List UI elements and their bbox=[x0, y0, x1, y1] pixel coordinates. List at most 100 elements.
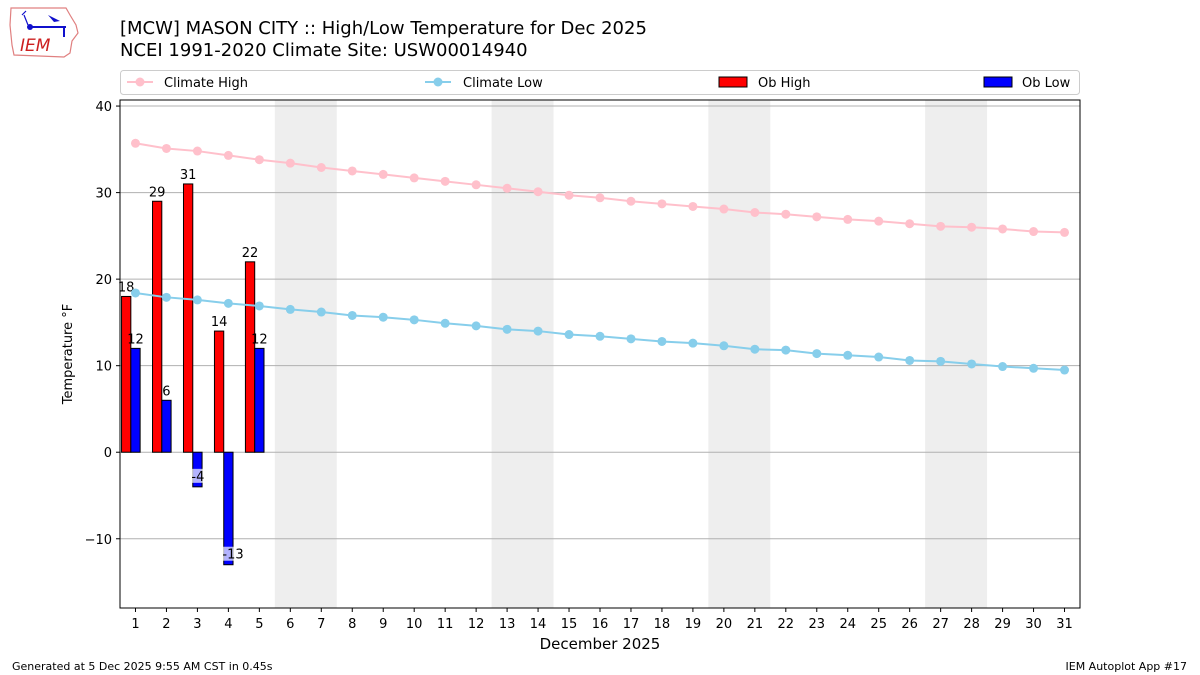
y-axis-label: Temperature °F bbox=[61, 304, 76, 405]
climate-high-point bbox=[719, 204, 729, 214]
climate-low-point bbox=[998, 362, 1008, 372]
x-tick-label: 25 bbox=[870, 617, 887, 632]
x-axis-label: December 2025 bbox=[540, 635, 661, 653]
climate-high-point bbox=[192, 146, 202, 156]
x-tick-label: 7 bbox=[317, 617, 325, 632]
climate-low-point bbox=[254, 301, 264, 311]
climate-high-point bbox=[936, 221, 946, 231]
climate-low-line bbox=[135, 291, 1065, 372]
climate-low-point bbox=[781, 345, 791, 355]
climate-high-point bbox=[657, 199, 667, 209]
climate-low-point bbox=[1029, 363, 1039, 373]
x-tick-label: 10 bbox=[406, 617, 423, 632]
climate-high-point bbox=[1060, 227, 1070, 237]
x-tick-label: 9 bbox=[379, 617, 387, 632]
iem-logo: IEM bbox=[9, 7, 79, 58]
climate-high-point bbox=[564, 190, 574, 200]
climate-low-point bbox=[440, 318, 450, 328]
ob-high-bar-label: 22 bbox=[242, 246, 259, 261]
ob-low-bar-label: -13 bbox=[222, 548, 243, 563]
x-tick-label: 14 bbox=[530, 617, 547, 632]
climate-high-point bbox=[440, 176, 450, 186]
climate-high-point bbox=[750, 208, 760, 218]
climate-high-point bbox=[626, 196, 636, 206]
climate-low-point bbox=[657, 336, 667, 346]
x-tick-label: 19 bbox=[685, 617, 702, 632]
climate-low-point bbox=[533, 326, 543, 336]
climate-low-point bbox=[223, 298, 233, 308]
climate-high-point bbox=[409, 173, 419, 183]
x-tick-label: 26 bbox=[901, 617, 918, 632]
climate-low-point bbox=[409, 315, 419, 325]
ob-high-bar-label: 18 bbox=[118, 280, 135, 295]
legend-ob-high-swatch bbox=[718, 76, 748, 88]
climate-high-point bbox=[1029, 227, 1039, 237]
footer-generated: Generated at 5 Dec 2025 9:55 AM CST in 0… bbox=[12, 660, 273, 673]
climate-low-point bbox=[1060, 365, 1070, 375]
climate-high-point bbox=[533, 187, 543, 197]
legend-climate-low-label: Climate Low bbox=[463, 76, 543, 91]
climate-low-point bbox=[316, 307, 326, 317]
climate-high-point bbox=[874, 216, 884, 226]
climate-low-point bbox=[347, 310, 357, 320]
x-tick-label: 5 bbox=[255, 617, 263, 632]
weekend-shade bbox=[708, 100, 771, 608]
x-tick-label: 23 bbox=[809, 617, 826, 632]
climate-high-point bbox=[688, 201, 698, 211]
x-tick-label: 21 bbox=[747, 617, 764, 632]
climate-low-point bbox=[130, 288, 140, 298]
climate-low-point bbox=[502, 324, 512, 334]
y-tick-label: −10 bbox=[85, 533, 112, 548]
ob-high-bar bbox=[152, 200, 163, 453]
svg-text:IEM: IEM bbox=[20, 36, 51, 56]
climate-high-point bbox=[843, 214, 853, 224]
x-tick-label: 18 bbox=[654, 617, 671, 632]
legend-ob-high-label: Ob High bbox=[758, 76, 811, 91]
weekend-shade bbox=[491, 100, 554, 608]
legend-climate-high-marker bbox=[135, 77, 145, 87]
chart-title: [MCW] MASON CITY :: High/Low Temperature… bbox=[120, 18, 647, 39]
ob-high-bar-label: 31 bbox=[180, 168, 197, 183]
x-tick-label: 6 bbox=[286, 617, 294, 632]
legend bbox=[120, 70, 1080, 95]
plot-frame bbox=[119, 99, 1081, 609]
climate-low-point bbox=[688, 338, 698, 348]
climate-high-point bbox=[285, 158, 295, 168]
x-tick-label: 20 bbox=[716, 617, 733, 632]
climate-low-point bbox=[192, 295, 202, 305]
x-tick-label: 22 bbox=[778, 617, 795, 632]
ob-low-bar bbox=[130, 347, 141, 453]
ob-low-bar bbox=[223, 451, 234, 566]
climate-high-point bbox=[595, 193, 605, 203]
footer-app: IEM Autoplot App #17 bbox=[1065, 660, 1188, 673]
ob-low-bar bbox=[192, 451, 203, 488]
climate-high-point bbox=[905, 219, 915, 229]
ob-low-bar-label: -4 bbox=[191, 470, 204, 485]
x-tick-label: 1 bbox=[131, 617, 139, 632]
climate-low-point bbox=[812, 349, 822, 359]
ob-low-bar-label: 12 bbox=[127, 332, 144, 347]
x-tick-label: 2 bbox=[162, 617, 170, 632]
climate-low-point bbox=[285, 304, 295, 314]
x-tick-label: 17 bbox=[623, 617, 640, 632]
climate-high-point bbox=[967, 222, 977, 232]
climate-low-point bbox=[471, 321, 481, 331]
x-tick-label: 31 bbox=[1056, 617, 1073, 632]
ob-high-bar bbox=[244, 261, 256, 453]
climate-high-point bbox=[223, 150, 233, 160]
climate-low-point bbox=[905, 355, 915, 365]
climate-high-point bbox=[130, 138, 140, 148]
ob-high-bar-label: 29 bbox=[149, 185, 166, 200]
climate-low-point bbox=[843, 350, 853, 360]
ob-low-bar-label: 6 bbox=[162, 384, 170, 399]
legend-climate-high-label: Climate High bbox=[164, 76, 248, 91]
x-tick-label: 4 bbox=[224, 617, 232, 632]
climate-high-point bbox=[316, 163, 326, 173]
climate-low-point bbox=[595, 331, 605, 341]
x-tick-label: 11 bbox=[437, 617, 454, 632]
legend-ob-low-swatch bbox=[983, 76, 1013, 88]
climate-low-point bbox=[719, 341, 729, 351]
x-tick-label: 30 bbox=[1025, 617, 1042, 632]
climate-high-line bbox=[135, 142, 1065, 234]
